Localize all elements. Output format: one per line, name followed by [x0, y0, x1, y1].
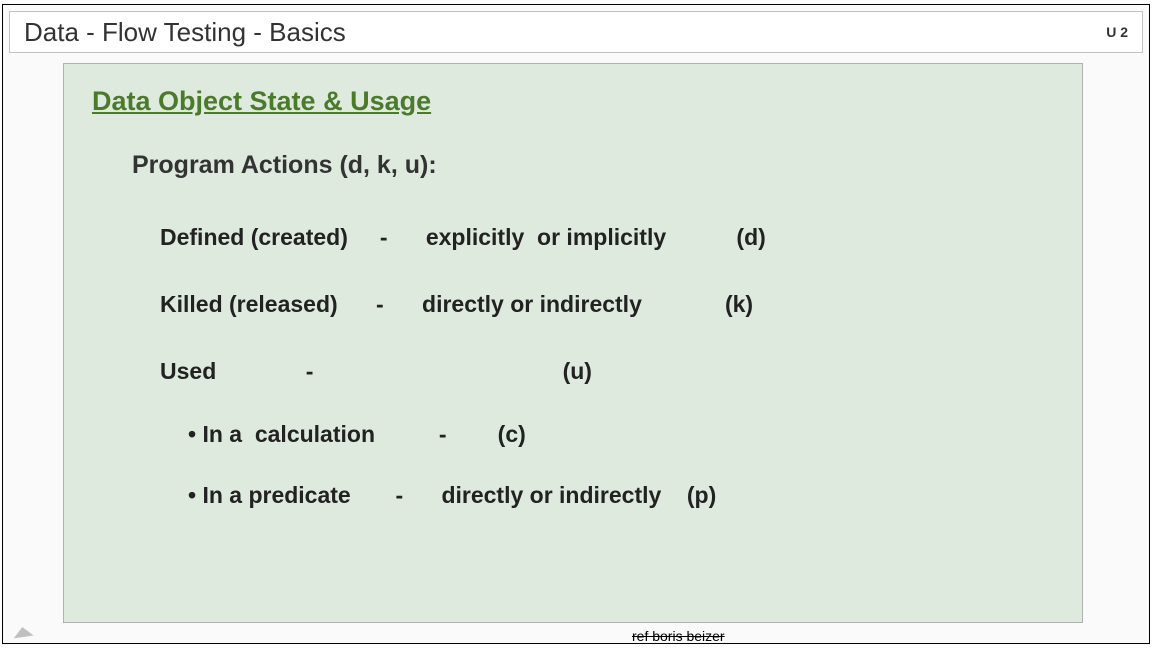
row-pred: • In a predicate - directly or indirectl… — [188, 482, 1054, 509]
subheading: Program Actions (d, k, u): — [132, 151, 1054, 180]
content-card: Data Object State & Usage Program Action… — [63, 63, 1083, 623]
row-defined: Defined (created) - explicitly or implic… — [160, 224, 1054, 251]
row-used: Used - (u) — [160, 358, 1054, 385]
row-killed: Killed (released) - directly or indirect… — [160, 291, 1054, 318]
slide-title: Data - Flow Testing - Basics — [24, 17, 346, 48]
slide-frame: Data - Flow Testing - Basics U 2 Data Ob… — [2, 4, 1150, 644]
section-title: Data Object State & Usage — [92, 86, 1054, 117]
corner-triangle-icon — [12, 626, 33, 639]
header-bar: Data - Flow Testing - Basics U 2 — [9, 11, 1143, 53]
footer-overflow-text: ref boris beizer — [632, 628, 725, 644]
unit-badge: U 2 — [1106, 24, 1128, 40]
row-calc: • In a calculation - (c) — [188, 421, 1054, 448]
